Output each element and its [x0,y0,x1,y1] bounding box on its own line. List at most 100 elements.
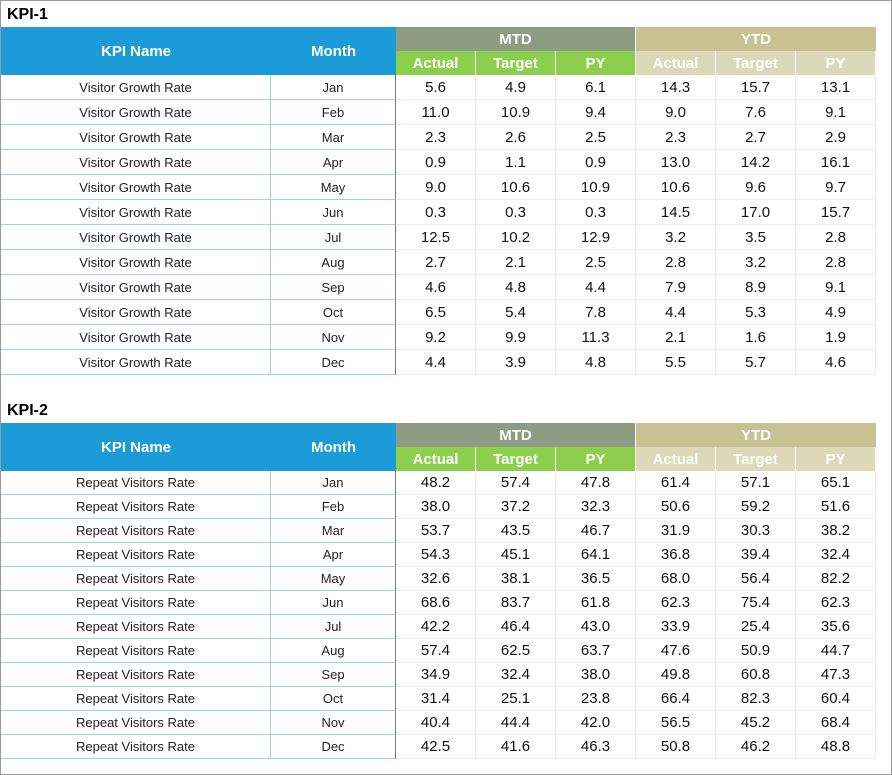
value-cell: 16.1 [796,150,876,175]
value-cell: 2.7 [396,250,476,275]
value-cell: 7.6 [716,100,796,125]
value-cell: 40.4 [396,711,476,735]
month-cell: Feb [271,100,396,125]
month-cell: May [271,175,396,200]
month-cell: Aug [271,639,396,663]
kpi-name-cell: Visitor Growth Rate [1,250,271,275]
value-cell: 62.3 [796,591,876,615]
value-cell: 38.1 [476,567,556,591]
value-cell: 3.9 [476,350,556,375]
value-cell: 31.9 [636,519,716,543]
value-cell: 5.4 [476,300,556,325]
value-cell: 17.0 [716,200,796,225]
value-cell: 9.0 [636,100,716,125]
month-cell: Jan [271,471,396,495]
value-cell: 56.4 [716,567,796,591]
month-cell: Aug [271,250,396,275]
value-cell: 66.4 [636,687,716,711]
value-cell: 5.7 [716,350,796,375]
month-cell: Apr [271,543,396,567]
value-cell: 9.1 [796,100,876,125]
value-cell: 45.2 [716,711,796,735]
value-cell: 42.2 [396,615,476,639]
kpi-name-cell: Repeat Visitors Rate [1,711,271,735]
kpi-name-cell: Visitor Growth Rate [1,325,271,350]
header-mtd: MTD [396,27,636,51]
value-cell: 12.9 [556,225,636,250]
value-cell: 4.4 [636,300,716,325]
value-cell: 2.7 [716,125,796,150]
value-cell: 10.9 [556,175,636,200]
value-cell: 6.5 [396,300,476,325]
table-title: KPI-1 [7,6,48,23]
value-cell: 32.4 [796,543,876,567]
value-cell: 8.9 [716,275,796,300]
kpi-name-cell: Visitor Growth Rate [1,125,271,150]
value-cell: 54.3 [396,543,476,567]
value-cell: 62.3 [636,591,716,615]
month-cell: Apr [271,150,396,175]
value-cell: 82.3 [716,687,796,711]
value-cell: 14.3 [636,75,716,100]
header-mtd-column: Actual [396,51,476,75]
header-mtd-column: Target [476,447,556,471]
value-cell: 7.9 [636,275,716,300]
kpi-name-cell: Repeat Visitors Rate [1,519,271,543]
value-cell: 5.3 [716,300,796,325]
month-cell: Sep [271,663,396,687]
value-cell: 12.5 [396,225,476,250]
value-cell: 65.1 [796,471,876,495]
value-cell: 33.9 [636,615,716,639]
value-cell: 61.8 [556,591,636,615]
value-cell: 0.3 [476,200,556,225]
value-cell: 50.9 [716,639,796,663]
value-cell: 4.9 [796,300,876,325]
value-cell: 2.3 [396,125,476,150]
value-cell: 48.2 [396,471,476,495]
value-cell: 68.6 [396,591,476,615]
month-cell: Oct [271,687,396,711]
header-ytd-column: Target [716,51,796,75]
value-cell: 25.4 [716,615,796,639]
value-cell: 2.5 [556,250,636,275]
header-ytd-column: Target [716,447,796,471]
value-cell: 11.0 [396,100,476,125]
value-cell: 4.9 [476,75,556,100]
value-cell: 14.2 [716,150,796,175]
header-month: Month [271,423,396,471]
kpi-name-cell: Visitor Growth Rate [1,275,271,300]
value-cell: 36.5 [556,567,636,591]
value-cell: 2.1 [476,250,556,275]
header-ytd-column: Actual [636,447,716,471]
value-cell: 9.9 [476,325,556,350]
header-ytd: YTD [636,423,876,447]
value-cell: 10.2 [476,225,556,250]
value-cell: 25.1 [476,687,556,711]
value-cell: 13.1 [796,75,876,100]
value-cell: 48.8 [796,735,876,759]
value-cell: 36.8 [636,543,716,567]
value-cell: 10.6 [476,175,556,200]
value-cell: 4.8 [556,350,636,375]
value-cell: 75.4 [716,591,796,615]
value-cell: 44.7 [796,639,876,663]
value-cell: 50.8 [636,735,716,759]
month-cell: Mar [271,125,396,150]
value-cell: 32.6 [396,567,476,591]
value-cell: 47.8 [556,471,636,495]
value-cell: 2.8 [796,250,876,275]
kpi-name-cell: Repeat Visitors Rate [1,735,271,759]
month-cell: Nov [271,325,396,350]
value-cell: 4.6 [796,350,876,375]
value-cell: 4.4 [396,350,476,375]
value-cell: 46.7 [556,519,636,543]
month-cell: Sep [271,275,396,300]
kpi-name-cell: Repeat Visitors Rate [1,615,271,639]
table-title: KPI-2 [7,402,48,419]
value-cell: 64.1 [556,543,636,567]
value-cell: 2.9 [796,125,876,150]
month-cell: Dec [271,350,396,375]
value-cell: 1.1 [476,150,556,175]
header-ytd-column: Actual [636,51,716,75]
value-cell: 63.7 [556,639,636,663]
